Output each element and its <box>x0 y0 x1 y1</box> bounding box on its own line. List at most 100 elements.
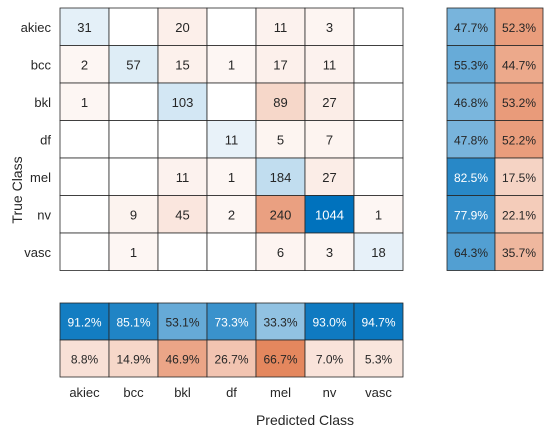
row-summary-value: 77.9% <box>454 208 488 222</box>
column-summary-correct-cell <box>353 302 404 341</box>
matrix-cell <box>59 195 110 234</box>
matrix-cell-value: 57 <box>126 57 140 72</box>
column-summary-correct-cell <box>255 302 306 341</box>
column-summary-value: 26.7% <box>214 353 248 367</box>
matrix-cell <box>157 82 208 121</box>
matrix-cell <box>59 157 110 196</box>
row-summary-incorrect-cell <box>494 82 544 121</box>
row-summary-correct-cell <box>446 82 496 121</box>
matrix-cell <box>255 232 306 271</box>
y-tick-label: df <box>40 132 51 147</box>
matrix-cell <box>108 82 159 121</box>
matrix-cell <box>157 157 208 196</box>
matrix-cell <box>353 157 404 196</box>
column-summary-incorrect-cell <box>206 339 257 378</box>
matrix-cell <box>353 45 404 84</box>
matrix-cell-value: 89 <box>273 95 287 110</box>
matrix-cell <box>353 120 404 159</box>
y-tick-label: mel <box>30 170 51 185</box>
column-summary-value: 5.3% <box>365 353 393 367</box>
row-summary-incorrect-cell <box>494 120 544 159</box>
column-summary-correct-cell <box>59 302 110 341</box>
matrix-cell-value: 103 <box>172 95 194 110</box>
column-summary-correct-cell <box>304 302 355 341</box>
y-tick-label: akiec <box>21 20 52 35</box>
row-summary-value: 52.3% <box>502 21 536 35</box>
column-summary-value: 93.0% <box>312 316 346 330</box>
matrix-cell <box>304 82 355 121</box>
matrix-cell-value: 9 <box>130 207 137 222</box>
matrix-cell-value: 1044 <box>315 207 344 222</box>
y-tick-label: nv <box>37 207 51 222</box>
x-tick-label: df <box>226 385 237 400</box>
matrix-cell <box>59 232 110 271</box>
matrix-cell <box>157 120 208 159</box>
y-tick-label: bcc <box>31 57 52 72</box>
row-summary-incorrect-cell <box>494 232 544 271</box>
column-summary-incorrect-cell <box>353 339 404 378</box>
matrix-cell <box>59 120 110 159</box>
x-axis-label: Predicted Class <box>256 412 354 428</box>
x-tick-label: mel <box>270 385 291 400</box>
column-summary-value: 66.7% <box>263 353 297 367</box>
matrix-cell-value: 20 <box>175 20 189 35</box>
row-summary-correct-cell <box>446 157 496 196</box>
column-summary-incorrect-cell <box>59 339 110 378</box>
matrix-cell-value: 1 <box>130 245 137 260</box>
row-summary-value: 35.7% <box>502 246 536 260</box>
column-summary-value: 91.2% <box>67 316 101 330</box>
matrix-cell <box>255 195 306 234</box>
row-summary-incorrect-cell <box>494 195 544 234</box>
column-summary-value: 73.3% <box>214 316 248 330</box>
row-summary-value: 44.7% <box>502 58 536 72</box>
matrix-cell <box>108 195 159 234</box>
y-tick-label: bkl <box>34 95 51 110</box>
column-summary-incorrect-cell <box>108 339 159 378</box>
matrix-cell-value: 11 <box>274 20 288 35</box>
matrix-cell-value: 45 <box>175 207 189 222</box>
column-summary-correct-cell <box>206 302 257 341</box>
matrix-cell <box>353 195 404 234</box>
x-tick-label: nv <box>323 385 337 400</box>
column-summary-value: 85.1% <box>116 316 150 330</box>
row-summary-value: 47.7% <box>454 21 488 35</box>
row-summary-value: 64.3% <box>454 246 488 260</box>
row-summary-incorrect-cell <box>494 7 544 46</box>
matrix-cell <box>304 120 355 159</box>
matrix-cell <box>108 7 159 46</box>
matrix-cell <box>255 157 306 196</box>
matrix-cell <box>353 7 404 46</box>
matrix-cell-value: 184 <box>270 170 292 185</box>
row-summary-value: 53.2% <box>502 96 536 110</box>
matrix-cell-value: 15 <box>175 57 189 72</box>
x-tick-label: akiec <box>69 385 100 400</box>
matrix-cell <box>206 82 257 121</box>
matrix-cell-value: 2 <box>81 57 88 72</box>
matrix-cell-value: 7 <box>326 132 333 147</box>
matrix-cell <box>353 232 404 271</box>
matrix-cell <box>157 7 208 46</box>
row-summary-value: 47.8% <box>454 133 488 147</box>
row-summary-value: 46.8% <box>454 96 488 110</box>
matrix-cell <box>108 45 159 84</box>
x-tick-label: bkl <box>174 385 191 400</box>
matrix-cell-value: 11 <box>176 170 190 185</box>
column-summary-value: 8.8% <box>71 353 99 367</box>
row-summary-correct-cell <box>446 195 496 234</box>
matrix-cell <box>206 157 257 196</box>
column-summary-value: 7.0% <box>316 353 344 367</box>
matrix-cell-value: 240 <box>270 207 292 222</box>
row-summary-value: 52.2% <box>502 133 536 147</box>
matrix-cell-value: 11 <box>323 57 337 72</box>
matrix-cell-value: 11 <box>225 132 239 147</box>
matrix-cell <box>108 157 159 196</box>
row-summary: 47.7% 52.3% 55.3% 44.7% 46.8% 53.2% 47.8% 52.2%… <box>446 7 544 271</box>
matrix-cell-value: 1 <box>228 170 235 185</box>
column-summary-value: 53.1% <box>165 316 199 330</box>
column-summary-correct-cell <box>108 302 159 341</box>
row-summary-value: 82.5% <box>454 171 488 185</box>
matrix-cell-value: 5 <box>277 132 284 147</box>
matrix-cell-value: 1 <box>81 95 88 110</box>
y-axis-label: True Class <box>9 156 25 223</box>
row-summary-value: 17.5% <box>502 171 536 185</box>
